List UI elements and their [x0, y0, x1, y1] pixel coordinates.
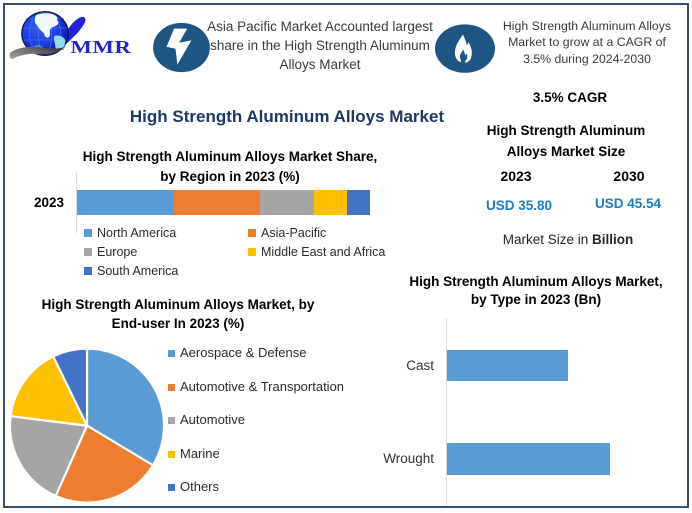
svg-text:MMR: MMR	[71, 38, 132, 57]
